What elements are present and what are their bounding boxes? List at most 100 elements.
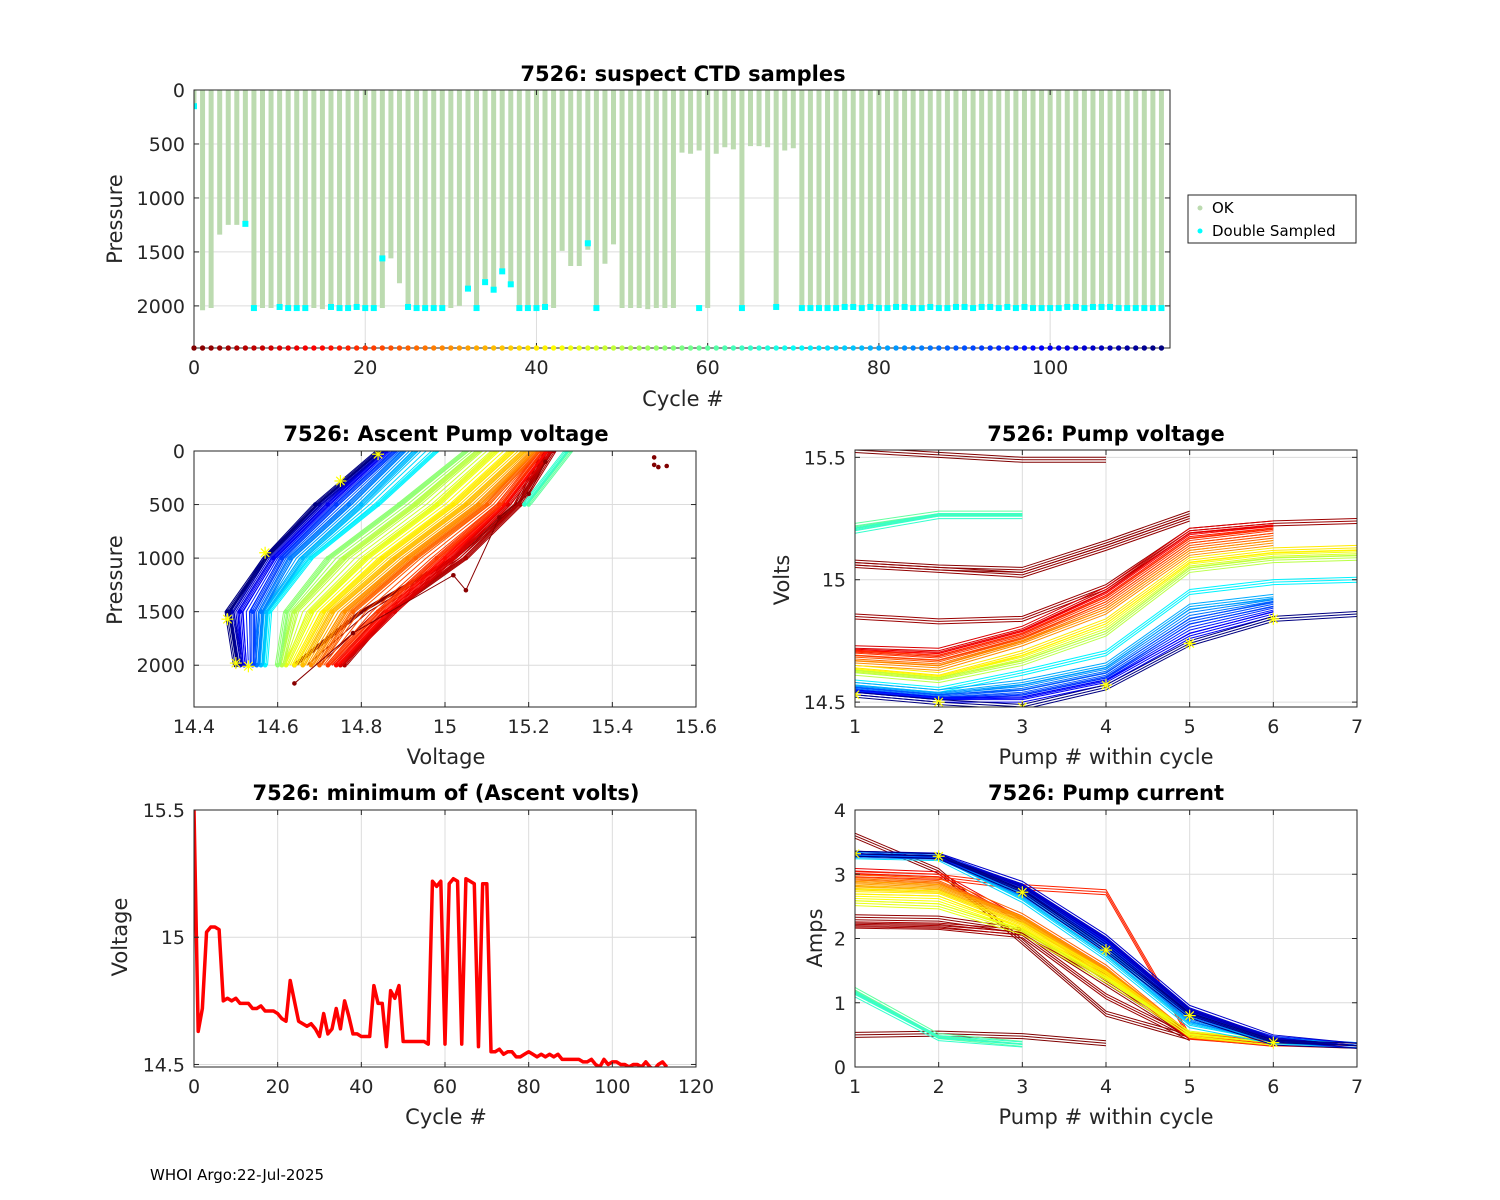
double-sampled-point bbox=[841, 303, 848, 310]
x-tick-label: 80 bbox=[517, 1076, 541, 1098]
cycle-dot bbox=[850, 345, 856, 351]
suspect-ctd-title: 7526: suspect CTD samples bbox=[520, 62, 845, 86]
x-tick-label: 60 bbox=[433, 1076, 457, 1098]
legend-double-label: Double Sampled bbox=[1212, 222, 1336, 240]
pump-series-line bbox=[855, 528, 1274, 658]
double-sampled-point bbox=[482, 279, 489, 286]
double-sampled-point bbox=[1038, 305, 1045, 312]
cycle-dot bbox=[919, 345, 925, 351]
double-sampled-point bbox=[422, 305, 429, 312]
footer-credit: WHOI Argo:22-Jul-2025 bbox=[150, 1166, 325, 1184]
cycle-dot bbox=[302, 345, 308, 351]
pump-series-line bbox=[855, 542, 1274, 669]
ascent-pump-voltage-plot: 7526: Ascent Pump voltage Voltage Pressu… bbox=[103, 422, 717, 769]
x-tick-label: 40 bbox=[349, 1076, 373, 1098]
pump-series-line bbox=[855, 927, 1190, 1042]
profile-line bbox=[283, 451, 482, 666]
profile-point bbox=[375, 609, 381, 614]
double-sampled-point bbox=[935, 305, 942, 312]
double-sampled-point bbox=[884, 305, 891, 312]
asterisk-marker bbox=[1183, 1009, 1196, 1022]
asterisk-marker bbox=[259, 546, 272, 559]
cycle-dot bbox=[1013, 345, 1019, 351]
double-sampled-point bbox=[293, 305, 300, 312]
cycle-dot bbox=[1056, 345, 1062, 351]
pump-series-line bbox=[855, 518, 1190, 576]
double-sampled-point bbox=[893, 303, 900, 310]
plot-content bbox=[855, 832, 1357, 1049]
profile-line bbox=[283, 451, 494, 666]
double-sampled-point bbox=[738, 305, 745, 312]
cycle-dot bbox=[739, 345, 745, 351]
profile-line bbox=[280, 451, 476, 666]
pump-series-line bbox=[855, 996, 1023, 1048]
profile-line bbox=[254, 451, 400, 666]
cycle-dot bbox=[1073, 345, 1079, 351]
profile-point bbox=[359, 502, 364, 507]
double-sampled-point bbox=[194, 103, 197, 110]
double-sampled-point bbox=[327, 303, 334, 310]
asterisk-marker bbox=[242, 660, 255, 673]
y-tick-label: 2 bbox=[834, 929, 846, 951]
cycle-dot bbox=[610, 345, 617, 351]
double-sampled-point bbox=[379, 255, 386, 262]
cycle-dot bbox=[268, 345, 274, 351]
x-tick-label: 7 bbox=[1351, 1076, 1363, 1098]
double-sampled-point bbox=[773, 303, 780, 310]
profile-line bbox=[333, 451, 545, 666]
profile-point bbox=[522, 451, 527, 454]
x-tick-label: 3 bbox=[1016, 716, 1028, 738]
x-tick-label: 40 bbox=[524, 357, 548, 379]
x-tick-label: 15.4 bbox=[591, 716, 633, 738]
asterisk-marker bbox=[221, 613, 234, 626]
profile-point bbox=[451, 572, 456, 578]
y-tick-label: 2000 bbox=[137, 655, 185, 677]
pump-series-line bbox=[855, 902, 1274, 1044]
cycle-dot bbox=[944, 345, 951, 351]
double-sampled-point bbox=[1072, 303, 1079, 310]
profile-line bbox=[235, 451, 385, 666]
x-tick-label: 2 bbox=[933, 716, 945, 738]
cycle-dot bbox=[456, 345, 463, 351]
suspect-ctd-plot: 7526: suspect CTD samples Cycle # Pressu… bbox=[103, 62, 1357, 411]
profile-point bbox=[283, 609, 289, 614]
double-sampled-point bbox=[833, 305, 840, 312]
asterisk-marker bbox=[1100, 678, 1112, 691]
cycle-dot bbox=[1133, 345, 1139, 351]
cycle-dot bbox=[328, 345, 334, 351]
double-sampled-point bbox=[978, 303, 985, 310]
profile-line bbox=[296, 451, 515, 666]
pump-series-line bbox=[855, 557, 1357, 681]
cycle-dot bbox=[199, 345, 206, 351]
profile-line bbox=[314, 451, 536, 666]
cycle-dot bbox=[448, 345, 454, 351]
double-sampled-point bbox=[961, 303, 968, 310]
double-sampled-point bbox=[1055, 305, 1062, 312]
asterisk-marker bbox=[1016, 886, 1029, 899]
pump-series-line bbox=[855, 515, 1190, 573]
profile-line bbox=[284, 451, 492, 666]
cycle-dot bbox=[525, 345, 531, 351]
cycle-dot bbox=[499, 345, 505, 351]
pump-series-line bbox=[855, 452, 1106, 463]
profile-point bbox=[250, 609, 255, 614]
profile-point bbox=[321, 609, 326, 614]
x-tick-label: 0 bbox=[188, 357, 200, 379]
cycle-dot bbox=[1004, 345, 1010, 351]
pump-current-title: 7526: Pump current bbox=[988, 781, 1224, 805]
double-sampled-point bbox=[987, 303, 994, 310]
double-sampled-point bbox=[1107, 303, 1114, 310]
cycle-dot bbox=[713, 345, 719, 351]
cycle-dot bbox=[550, 345, 557, 351]
profile-line bbox=[248, 451, 394, 666]
cycle-dot bbox=[901, 345, 908, 351]
cycle-dot bbox=[602, 345, 608, 351]
cycle-dot bbox=[422, 345, 428, 351]
cycle-dot bbox=[867, 345, 873, 351]
cycle-dot bbox=[824, 345, 831, 351]
cycle-dot bbox=[1021, 345, 1028, 351]
cycle-dot bbox=[1098, 345, 1105, 351]
cycle-dot bbox=[645, 345, 651, 351]
y-tick-label: 1 bbox=[834, 993, 846, 1015]
pump-series-line bbox=[855, 518, 1023, 534]
